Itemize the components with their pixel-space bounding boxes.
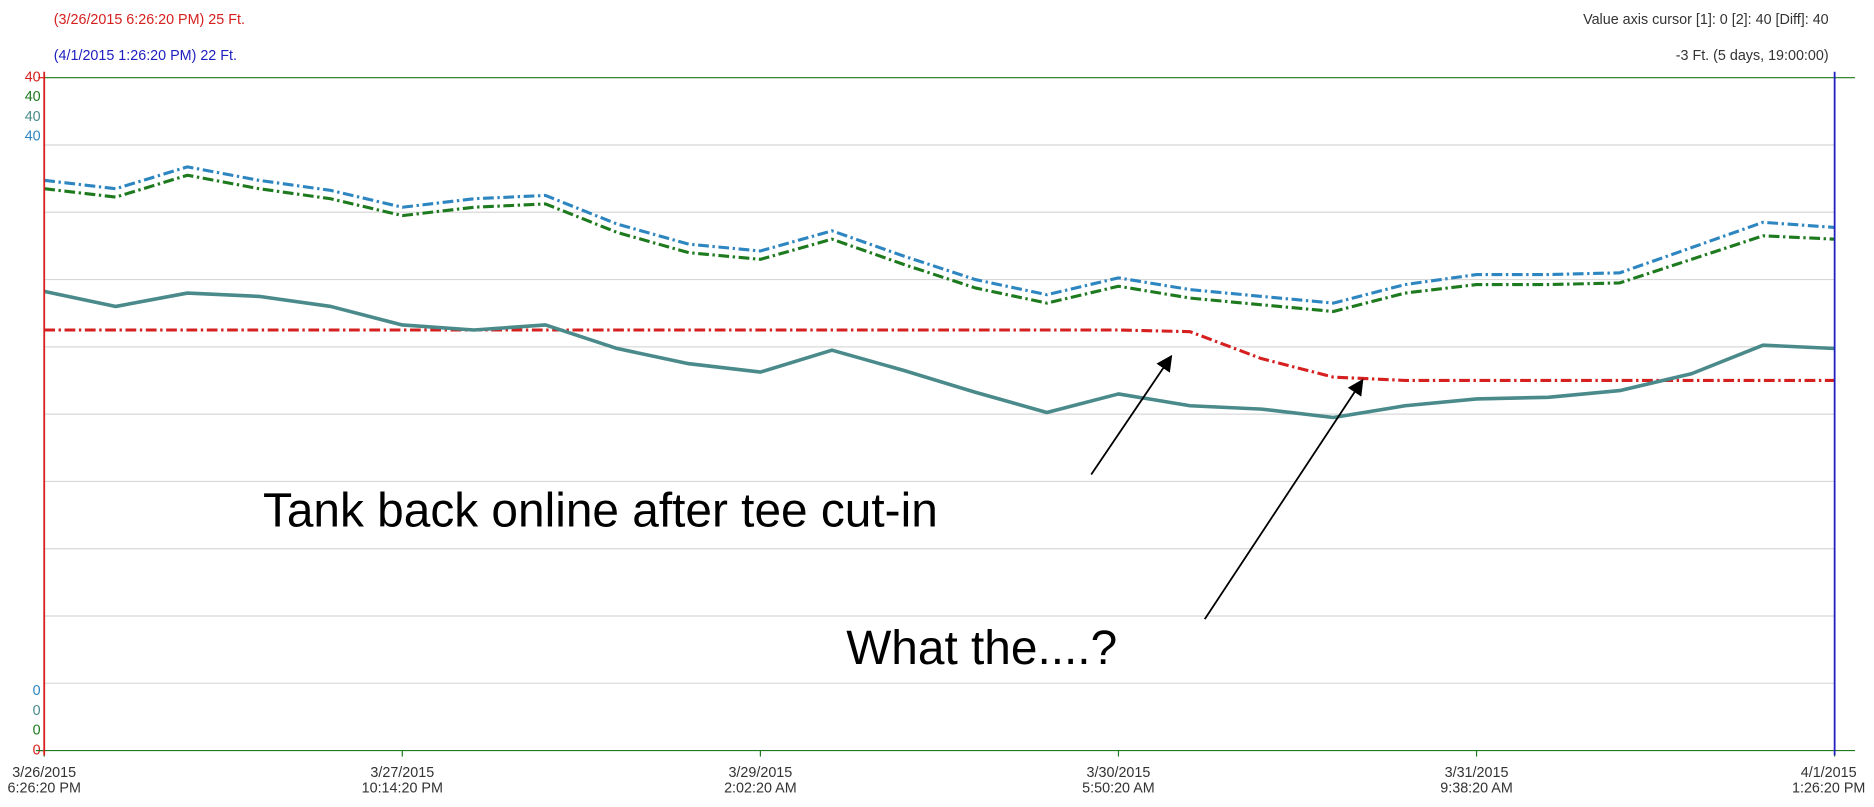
y-tick-label: 40 [25, 109, 41, 125]
annotation-arrow [1090, 354, 1173, 475]
series-line [44, 173, 1835, 314]
difference-readout: -3 Ft. (5 days, 19:00:00) [1676, 48, 1829, 64]
y-tick-label: 40 [25, 129, 41, 145]
x-tick-label: 3/31/2015 9:38:20 AM [1440, 763, 1513, 797]
y-tick-label: 0 [33, 703, 41, 719]
annotation: What the....? [846, 622, 1117, 675]
value-cursor-readout: Value axis cursor [1]: 0 [2]: 40 [Diff]:… [1583, 12, 1829, 28]
annotation: Tank back online after tee cut-in [263, 485, 938, 538]
series-line [44, 165, 1835, 305]
y-tick-label: 0 [33, 723, 41, 739]
x-tick-label: 3/27/2015 10:14:20 PM [361, 763, 443, 797]
y-tick-label: 40 [25, 69, 41, 85]
cursor2-readout: (4/1/2015 1:26:20 PM) 22 Ft. [54, 48, 237, 64]
y-tick-label: 40 [25, 89, 41, 105]
x-tick-label: 4/1/2015 1:26:20 PM [1791, 763, 1866, 797]
cursor1-readout: (3/26/2015 6:26:20 PM) 25 Ft. [54, 12, 245, 28]
series-line [43, 289, 1835, 420]
x-tick-label: 3/26/2015 6:26:20 PM [7, 763, 81, 797]
series-line [44, 328, 1835, 382]
x-tick-label: 3/29/2015 2:02:20 AM [724, 763, 797, 797]
y-tick-label: 0 [33, 683, 41, 699]
x-tick-label: 3/30/2015 5:50:20 AM [1082, 763, 1155, 797]
annotation-arrow [1204, 378, 1364, 620]
